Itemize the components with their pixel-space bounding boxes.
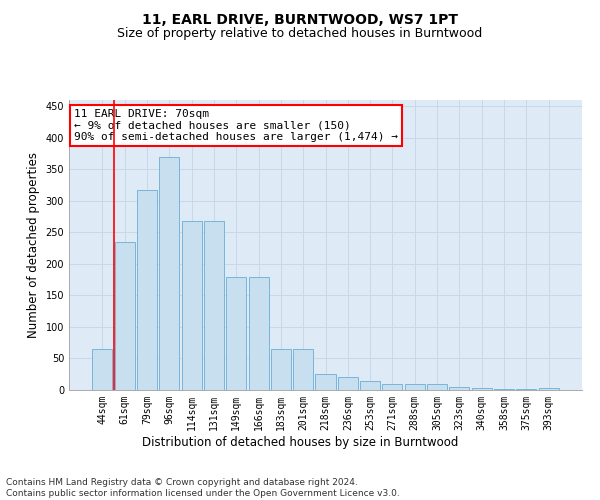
Text: 11 EARL DRIVE: 70sqm
← 9% of detached houses are smaller (150)
90% of semi-detac: 11 EARL DRIVE: 70sqm ← 9% of detached ho… (74, 108, 398, 142)
Bar (115, 242, 135, 390)
Bar (204, 221, 224, 390)
Bar (137, 190, 157, 390)
Bar (316, 374, 335, 390)
Bar (182, 221, 202, 390)
Bar (271, 349, 291, 390)
Bar (248, 276, 269, 390)
Bar (382, 384, 403, 390)
Bar (338, 378, 358, 390)
Text: Size of property relative to detached houses in Burntwood: Size of property relative to detached ho… (118, 28, 482, 40)
Bar (159, 156, 179, 390)
Bar (405, 384, 425, 390)
Bar (494, 388, 514, 390)
Bar (226, 276, 246, 390)
Bar (449, 387, 469, 390)
Bar (427, 384, 447, 390)
Text: 11, EARL DRIVE, BURNTWOOD, WS7 1PT: 11, EARL DRIVE, BURNTWOOD, WS7 1PT (142, 12, 458, 26)
Bar (92, 349, 112, 390)
Bar (472, 388, 492, 390)
Bar (293, 349, 313, 390)
Text: Distribution of detached houses by size in Burntwood: Distribution of detached houses by size … (142, 436, 458, 449)
Y-axis label: Number of detached properties: Number of detached properties (27, 152, 40, 338)
Text: Contains HM Land Registry data © Crown copyright and database right 2024.
Contai: Contains HM Land Registry data © Crown c… (6, 478, 400, 498)
Bar (516, 388, 536, 390)
Bar (539, 388, 559, 390)
Bar (360, 380, 380, 390)
